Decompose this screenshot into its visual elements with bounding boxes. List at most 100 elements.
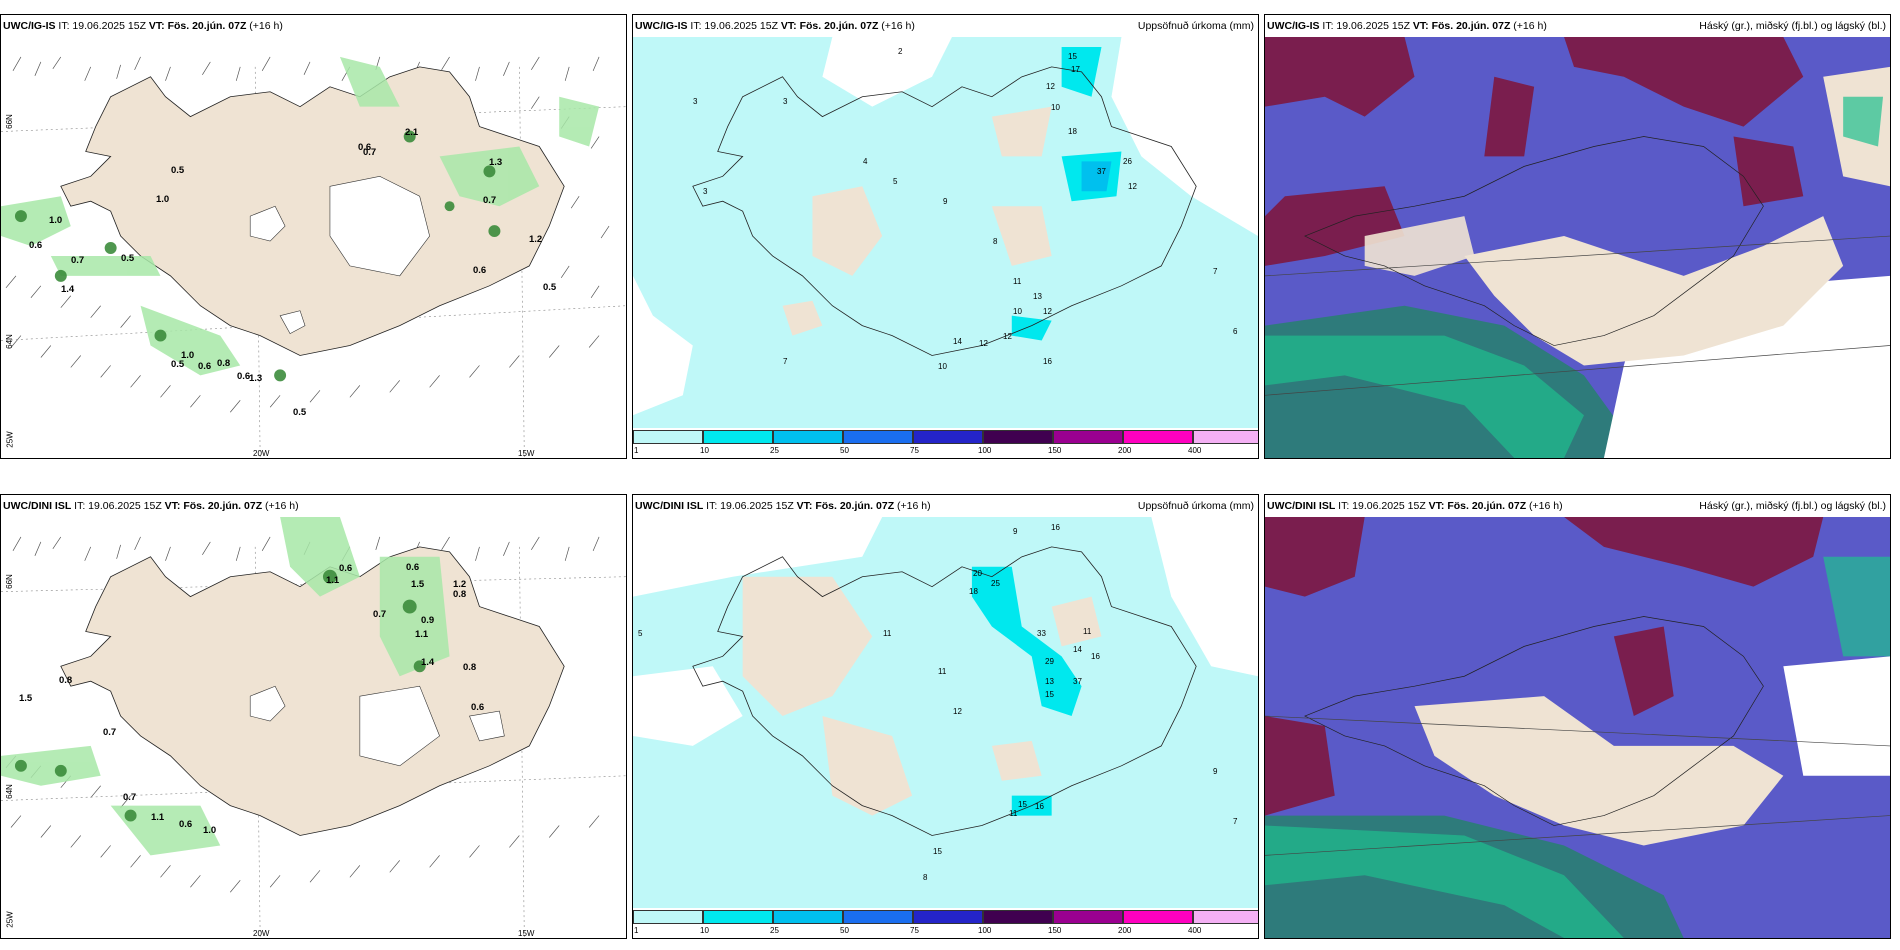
lead-time: (+16 h) (881, 20, 915, 32)
valid-time: Fös. 20.jún. 07Z (1447, 500, 1527, 512)
model-name: UWC/IG-IS (635, 20, 688, 32)
colorbar-tick: 10 (700, 446, 709, 455)
valid-time: Fös. 20.jún. 07Z (815, 500, 895, 512)
field-title: Uppsöfnuð úrkoma (mm) (1137, 500, 1254, 512)
acc-value: 15 (1068, 52, 1077, 61)
vt-label: VT: (164, 500, 181, 512)
lon-label: 20W (253, 929, 270, 938)
colorbar-swatch (1123, 430, 1193, 444)
map-area: 20 25 18 33 29 14 16 13 15 37 5 16 9 11 … (633, 517, 1258, 938)
precip-label: 0.5 (293, 407, 307, 418)
precip-label: 0.7 (373, 609, 387, 620)
map-area: 2 15 17 12 10 18 37 26 12 3 3 3 4 5 9 8 … (633, 37, 1258, 458)
acc-value: 10 (938, 362, 947, 371)
panel-ig-accumulated: UWC/IG-IS IT: 19.06.2025 15Z VT: Fös. 20… (632, 14, 1259, 459)
colorbar-swatch (633, 910, 703, 924)
map-area: 0.6 1.1 0.6 1.5 1.2 0.8 0.7 0.9 1.1 1.4 … (1, 517, 626, 938)
acc-value: 14 (953, 337, 962, 346)
acc-value: 16 (1035, 802, 1044, 811)
model-name: UWC/DINI ISL (1267, 500, 1336, 512)
colorbar-tick: 75 (910, 926, 919, 935)
acc-value: 9 (1213, 767, 1218, 776)
acc-value: 3 (703, 187, 708, 196)
colorbar-swatch (633, 430, 703, 444)
colorbar-tick: 1 (634, 446, 639, 455)
lon-label: 20W (253, 449, 270, 458)
lat-label: 64N (4, 334, 14, 349)
init-time: IT: 19.06.2025 15Z (1338, 500, 1426, 512)
map-area (1265, 517, 1890, 938)
vt-label: VT: (148, 20, 165, 32)
model-name: UWC/DINI ISL (635, 500, 704, 512)
glaciers (249, 176, 430, 334)
iceland-land (60, 66, 565, 356)
colorbar-swatch (1053, 430, 1123, 444)
lon-label: 15W (518, 449, 535, 458)
acc-value: 18 (1068, 127, 1077, 136)
acc-value: 12 (1003, 332, 1012, 341)
acc-value: 8 (993, 237, 998, 246)
init-time: IT: 19.06.2025 15Z (58, 20, 146, 32)
field-title: Háský (gr.), miðský (fj.bl.) og lágský (… (1699, 20, 1886, 32)
panel-header: UWC/IG-IS IT: 19.06.2025 15Z VT: Fös. 20… (1, 15, 626, 37)
precip-label: 1.0 (156, 194, 170, 205)
model-name: UWC/DINI ISL (3, 500, 72, 512)
precip-label: 1.4 (421, 657, 435, 668)
acc-value: 10 (1013, 307, 1022, 316)
colorbar-tick: 25 (770, 926, 779, 935)
precip-label: 0.9 (421, 615, 435, 626)
colorbar-tick: 400 (1188, 446, 1202, 455)
model-name: UWC/IG-IS (3, 20, 56, 32)
precip-label: 1.1 (415, 629, 429, 640)
colorbar-tick: 50 (840, 926, 849, 935)
acc-value: 6 (1233, 327, 1238, 336)
precip-label: 1.3 (489, 157, 503, 168)
acc-value: 13 (1033, 292, 1042, 301)
map-canvas (1, 517, 626, 938)
precip-label: 1.0 (203, 825, 217, 836)
model-name: UWC/IG-IS (1267, 20, 1320, 32)
acc-value: 7 (1233, 817, 1238, 826)
acc-value: 2 (898, 47, 903, 56)
acc-value: 12 (979, 339, 988, 348)
colorbar-swatch (703, 430, 773, 444)
colorbar-swatch (983, 910, 1053, 924)
panel-dini-accumulated: UWC/DINI ISL IT: 19.06.2025 15Z VT: Fös.… (632, 494, 1259, 939)
init-time: IT: 19.06.2025 15Z (706, 500, 794, 512)
precip-label: 0.7 (123, 792, 137, 803)
acc-value: 33 (1037, 629, 1046, 638)
precip-label: 0.6 (471, 702, 485, 713)
precip-label: 0.6 (473, 265, 487, 276)
precip-label: 1.3 (249, 373, 263, 384)
lon-label: 25W (5, 911, 15, 928)
precip-label: 1.0 (181, 350, 195, 361)
lead-time: (+16 h) (265, 500, 299, 512)
precip-label: 1.5 (19, 693, 33, 704)
valid-time: Fös. 20.jún. 07Z (167, 20, 247, 32)
map-canvas (633, 37, 1258, 458)
lead-time: (+16 h) (1513, 20, 1547, 32)
precip-label: 0.5 (121, 253, 135, 264)
acc-value: 8 (923, 873, 928, 882)
field-title: Uppsöfnuð úrkoma (mm) (1137, 20, 1254, 32)
vt-label: VT: (780, 20, 797, 32)
map-canvas (1265, 37, 1890, 458)
map-area (1265, 37, 1890, 458)
acc-value: 5 (893, 177, 898, 186)
colorbar-swatch (1193, 430, 1258, 444)
map-canvas (633, 517, 1258, 938)
acc-value: 11 (1009, 809, 1018, 818)
vt-label: VT: (796, 500, 813, 512)
acc-value: 12 (1043, 307, 1052, 316)
acc-value: 3 (783, 97, 788, 106)
precip-label: 1.1 (326, 575, 340, 586)
panel-header: UWC/DINI ISL IT: 19.06.2025 15Z VT: Fös.… (1, 495, 626, 517)
vt-label: VT: (1428, 500, 1445, 512)
colorbar-tick: 10 (700, 926, 709, 935)
acc-value: 15 (1018, 800, 1027, 809)
precip-label: 0.6 (198, 361, 212, 372)
acc-value: 5 (638, 629, 643, 638)
acc-value: 10 (1051, 103, 1060, 112)
acc-value: 15 (1045, 690, 1054, 699)
field-title: Háský (gr.), miðský (fj.bl.) og lágský (… (1699, 500, 1886, 512)
